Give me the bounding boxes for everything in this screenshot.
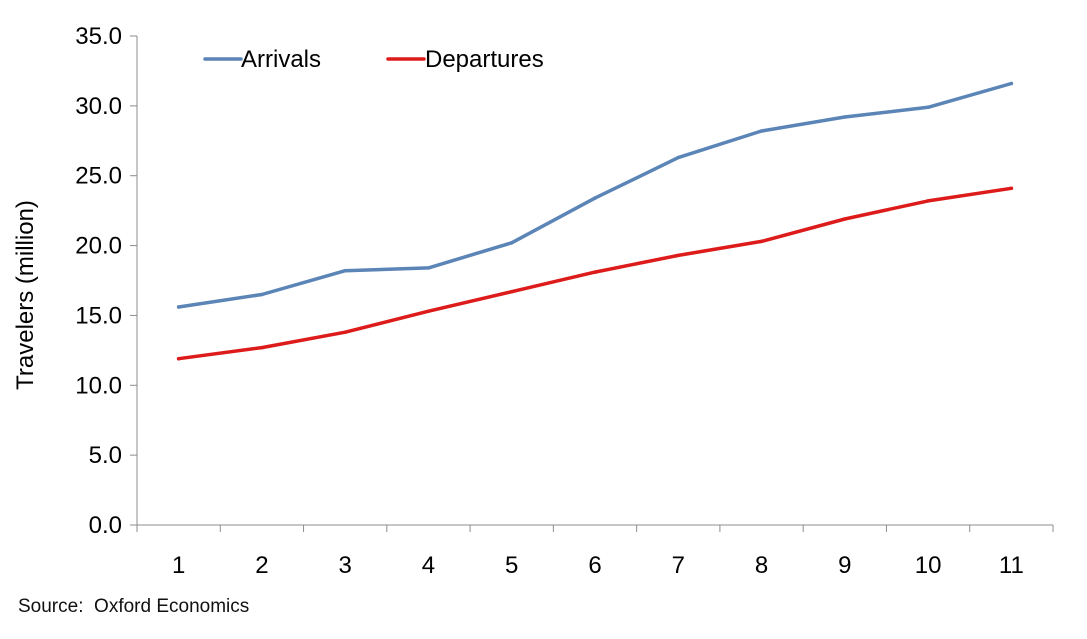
data-point-arrivals [926,105,930,110]
data-point-departures [260,345,264,350]
x-tick-label: 11 [999,552,1024,579]
data-point-departures [509,289,514,294]
x-tick-label: 10 [915,552,942,579]
legend-label-departures: Departures [425,46,544,73]
x-tick-label: 2 [255,552,268,579]
data-point-departures [426,309,431,313]
source-note: Source: Oxford Economics [18,596,250,617]
axes [130,35,1054,532]
x-tick-label: 5 [505,552,518,579]
legend-label-arrivals: Arrivals [241,46,321,73]
data-point-arrivals [593,196,597,200]
data-point-departures [593,270,597,274]
data-point-arrivals [343,268,347,273]
tick-labels: 0.0 5.0 10.0 15.0 20.0 25.0 30.0 35.0 1 2 3 4 5 6 7 8 9 1… [75,23,1024,579]
data-point-arrivals [176,305,181,309]
y-tick-label: 25.0 [75,163,122,190]
y-tick-label: 20.0 [75,233,122,260]
data-point-departures [759,239,764,244]
y-tick-label: 35.0 [75,23,122,50]
data-point-departures [176,356,181,361]
x-tick-label: 6 [588,552,601,579]
data-point-departures [843,217,847,221]
y-tick-label: 5.0 [89,442,122,469]
data-point-arrivals [1009,81,1014,86]
legend: Arrivals Departures [203,46,544,73]
data-point-departures [343,330,347,334]
data-point-departures [926,199,930,203]
y-tick-label: 0.0 [89,512,122,539]
y-tick-label: 15.0 [75,302,122,329]
data-point-arrivals [676,155,681,160]
data-point-departures [676,253,681,258]
x-tick-label: 3 [339,552,352,579]
data-point-arrivals [260,292,264,297]
data-point-departures [1009,186,1014,191]
x-tick-label: 8 [755,552,768,579]
data-point-arrivals [426,266,431,270]
x-tick-label: 9 [838,552,851,579]
x-tick-label: 4 [422,552,435,579]
x-tick-label: 7 [672,552,685,579]
series-lines [176,81,1014,361]
x-tick-label: 1 [172,552,185,579]
y-axis-title: Travelers (million) [12,200,39,390]
y-tick-label: 10.0 [75,372,122,399]
data-point-arrivals [759,129,764,133]
data-point-arrivals [509,241,514,245]
y-tick-label: 30.0 [75,93,122,120]
data-point-arrivals [843,115,847,119]
